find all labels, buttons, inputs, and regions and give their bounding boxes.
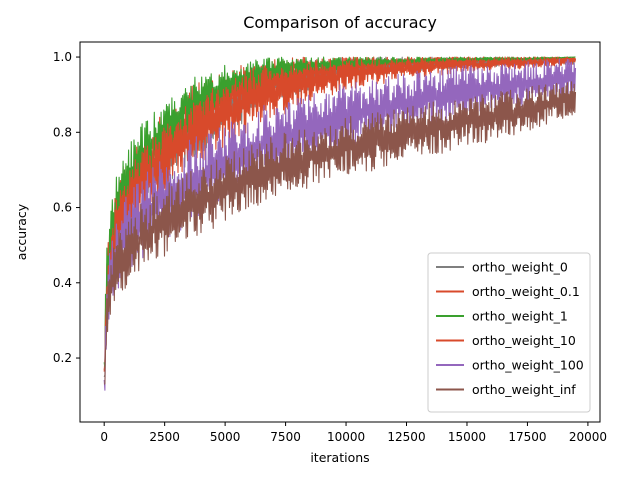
x-tick-label: 5000 xyxy=(210,430,241,444)
legend: ortho_weight_0 ortho_weight_0.1 ortho_weig… xyxy=(427,252,591,413)
y-tick-label: 1.0 xyxy=(53,50,72,64)
x-tick-label: 20000 xyxy=(569,430,607,444)
x-tick-label: 15000 xyxy=(448,430,486,444)
y-tick-label: 0.6 xyxy=(53,201,72,215)
chart-title: Comparison of accuracy xyxy=(243,13,437,32)
x-tick-label: 10000 xyxy=(327,430,365,444)
x-tick-label: 17500 xyxy=(508,430,546,444)
legend-label-ortho_weight_0: ortho_weight_0 xyxy=(472,260,568,275)
plot-area xyxy=(103,56,577,391)
y-tick-label: 0.4 xyxy=(53,276,72,290)
legend-label-ortho_weight_10: ortho_weight_10 xyxy=(472,333,576,348)
x-axis-label: iterations xyxy=(310,450,369,465)
x-tick-label: 2500 xyxy=(149,430,180,444)
legend-box xyxy=(427,252,591,413)
legend-label-ortho_weight_inf: ortho_weight_inf xyxy=(472,382,576,397)
y-tick-label: 0.8 xyxy=(53,125,72,139)
series-line-ortho_weight_inf xyxy=(103,81,577,385)
x-tick-label: 0 xyxy=(100,430,108,444)
series-line-ortho_weight_1 xyxy=(103,56,576,370)
axes: 0 2500 5000 7500 10000 12500 15000 17500 20000 0.… xyxy=(53,41,607,444)
series-line-ortho_weight_10 xyxy=(103,56,577,370)
y-axis-label: accuracy xyxy=(14,203,29,260)
legend-label-ortho_weight_0.1: ortho_weight_0.1 xyxy=(472,284,580,299)
legend-label-ortho_weight_100: ortho_weight_100 xyxy=(472,358,584,373)
legend-label-ortho_weight_1: ortho_weight_1 xyxy=(472,309,568,324)
x-tick-label: 7500 xyxy=(270,430,301,444)
x-tick-label: 12500 xyxy=(387,430,425,444)
axes-frame xyxy=(79,41,601,423)
y-tick-label: 0.2 xyxy=(53,351,72,365)
